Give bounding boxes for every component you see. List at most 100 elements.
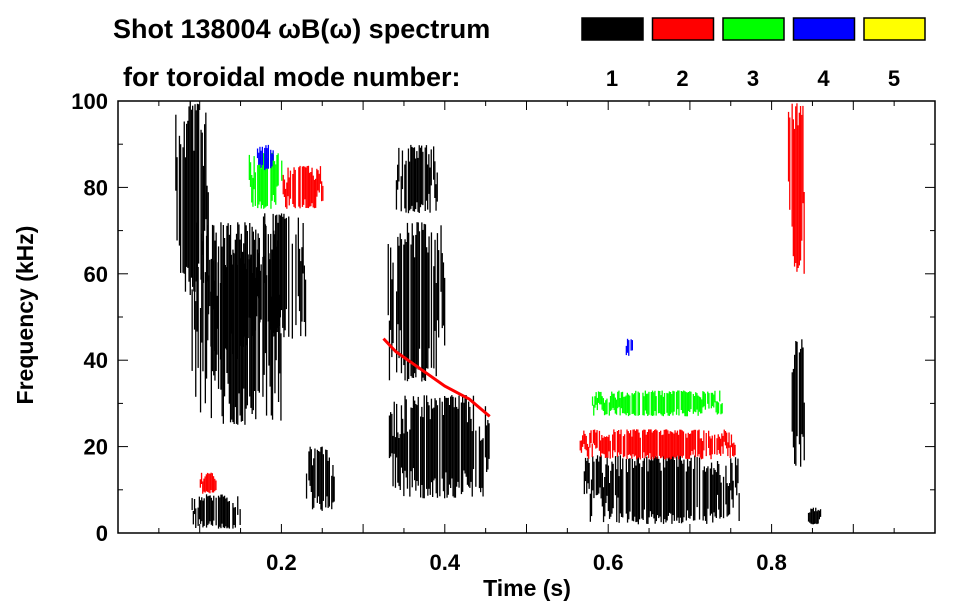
spectral-streak [304,279,307,337]
spectral-streak [396,291,398,373]
spectral-streak [685,392,687,417]
spectral-streak [282,216,284,328]
spectral-streak [423,223,425,381]
spectral-streak [686,392,688,417]
spectral-streak [646,432,649,456]
spectral-streak [447,397,449,495]
spectral-streak [668,457,671,513]
spectral-streak [666,429,668,458]
spectral-streak [414,257,416,374]
spectral-streak [280,333,282,421]
spectral-streak [654,390,656,411]
spectral-streak [690,457,692,516]
spectral-streak [658,432,661,456]
spectral-streak [623,396,625,414]
spectral-streak [678,455,680,523]
spectral-streak [188,106,190,282]
spectral-streak [709,468,711,516]
spectral-streak [462,396,464,492]
spectral-streak [435,184,437,211]
spectral-streak [655,396,657,416]
spectral-streak [731,462,733,500]
spectral-streak [264,154,266,208]
legend-label-mode-4: 4 [817,66,830,91]
spectral-streak [227,501,229,528]
spectral-streak [723,429,725,442]
spectral-streak [594,396,596,408]
spectral-streak [702,441,704,459]
spectral-streak [322,185,324,201]
y-tick-label: 100 [71,89,108,114]
spectral-streak [430,149,432,186]
spectral-streak [612,434,614,458]
spectral-streak [227,253,229,346]
spectral-streak [277,153,279,186]
spectral-streak [433,407,435,481]
mode-line-mode-2 [382,337,491,418]
spectral-streak [634,430,637,456]
spectral-blob-mode-1 [387,222,446,382]
spectral-streak [209,495,211,522]
spectral-streak [204,476,206,493]
spectral-streak [233,507,235,525]
spectral-streak [648,459,650,518]
spectral-streak [719,390,721,402]
spectral-streak [787,111,790,182]
spectral-streak [301,166,304,207]
spectral-streak [194,104,196,292]
spectral-streak [668,391,670,416]
spectral-streak [604,477,606,517]
spectral-streak [277,222,279,332]
spectral-streak [628,458,630,520]
spectral-streak [217,262,219,329]
spectral-streak [271,249,273,338]
spectral-streak [627,431,629,455]
spectral-streak [601,396,603,410]
spectral-streak [394,437,397,488]
spectral-blob-mode-1 [256,213,307,339]
spectral-streak [186,123,188,267]
spectral-streak [441,253,443,329]
spectral-streak [454,397,457,498]
spectral-streak [266,148,268,169]
spectral-streak [684,391,686,417]
spectral-streak [264,147,266,171]
spectral-streak [321,181,323,202]
spectral-streak [202,241,204,372]
spectral-streak [687,432,689,459]
spectral-streak [710,462,713,514]
spectral-streak [696,457,698,508]
spectral-streak [608,434,610,452]
spectral-streak [672,390,674,416]
spectral-streak [234,239,236,408]
spectral-streak [205,112,207,220]
spectral-streak [271,153,273,167]
spectral-streak [667,430,669,459]
spectral-streak [234,507,236,528]
spectral-streak [630,430,632,456]
spectral-streak [427,252,429,369]
spectral-streak [631,458,633,521]
spectral-streak [792,368,795,448]
spectral-streak [265,225,267,313]
spectral-streak [282,174,284,195]
spectral-streak [472,395,475,470]
spectral-streak [802,105,804,204]
spectral-streak [452,396,454,497]
spectral-streak [193,248,196,330]
spectral-streak [736,465,738,496]
spectral-streak [651,432,653,457]
spectral-streak [697,395,699,416]
spectral-streak [274,304,276,394]
spectral-streak [647,393,649,416]
spectral-streak [424,147,426,211]
spectral-streak [411,223,413,378]
spectral-streak [298,167,300,207]
spectral-streak [403,433,405,497]
spectral-streak [404,395,406,471]
y-tick-label: 0 [96,521,108,546]
spectral-streak [689,391,691,412]
spectral-streak [417,157,419,212]
spectral-streak [688,466,690,518]
spectral-streak [650,456,653,517]
